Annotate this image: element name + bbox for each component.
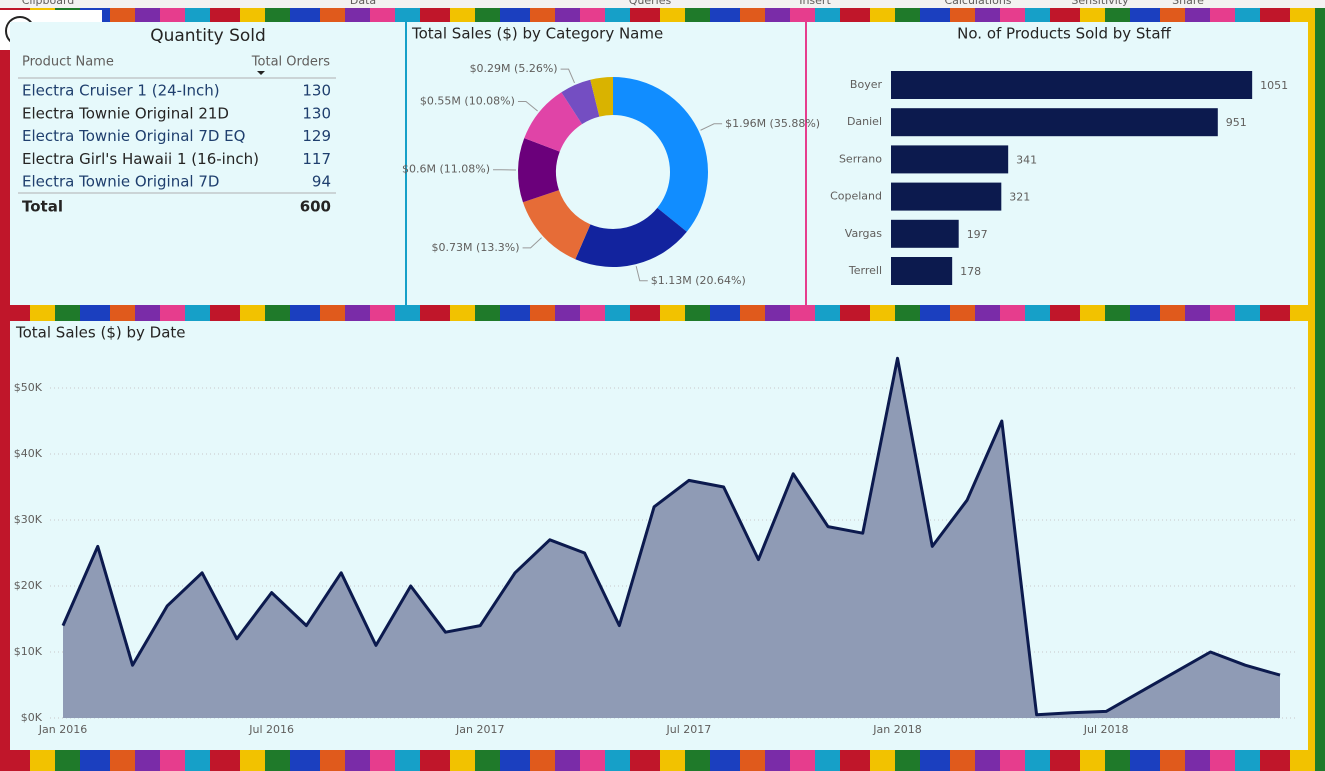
ribbon-label: Share [1172, 0, 1204, 7]
ribbon-label: Data [350, 0, 376, 7]
bar [891, 108, 1218, 137]
data-label: $0.29M (5.26%) [470, 62, 558, 75]
ribbon-label: Sensitivity [1071, 0, 1129, 7]
x-tick-label: Jan 2017 [455, 723, 504, 736]
table-panel [10, 22, 405, 305]
bar [891, 219, 959, 248]
product-name: Electra Cruiser 1 (24-Inch) [22, 82, 220, 100]
line [61, 356, 1281, 717]
chart-title: Total Sales ($) by Date [15, 324, 186, 342]
order-count: 117 [302, 150, 331, 168]
total-label: Total [22, 198, 63, 216]
data-label: $1.13M (20.64%) [651, 274, 746, 287]
data-label: $0.6M (11.08%) [402, 163, 490, 176]
sort-icon [257, 71, 265, 75]
leader-line [522, 237, 542, 249]
order-count: 130 [302, 104, 331, 122]
ribbon-label: Calculations [944, 0, 1011, 7]
donut-slice [518, 138, 560, 203]
y-tick-label: Boyer [850, 78, 883, 91]
x-tick-label: Jan 2018 [872, 723, 921, 736]
data-label: $1.96M (35.88%) [725, 117, 820, 130]
data-label: 197 [967, 228, 988, 241]
data-label: 951 [1226, 116, 1247, 129]
data-label: $0.55M (10.08%) [420, 95, 515, 108]
donut-slice [613, 77, 709, 232]
donut-slice [522, 190, 591, 260]
y-tick-label: $0K [21, 711, 43, 724]
product-name: Electra Townie Original 7D [22, 173, 219, 191]
bar [891, 71, 1253, 99]
y-tick-label: Vargas [845, 227, 882, 240]
product-name: Electra Girl's Hawaii 1 (16-inch) [22, 150, 259, 168]
product-name: Electra Townie Original 21D [22, 104, 229, 122]
order-count: 94 [312, 173, 331, 191]
x-tick-label: Jul 2016 [248, 723, 294, 736]
leader-line [700, 123, 723, 131]
donut-slice [524, 92, 583, 152]
column-header[interactable]: Total Orders [251, 55, 330, 70]
ribbon [0, 0, 1325, 8]
column-header[interactable]: Product Name [22, 55, 114, 70]
y-tick-label: Terrell [848, 264, 882, 277]
y-tick-label: $20K [14, 579, 43, 592]
x-tick-label: Jul 2018 [1083, 723, 1129, 736]
ribbon-label: Insert [799, 0, 831, 7]
order-count: 130 [302, 82, 331, 100]
y-tick-label: $40K [14, 447, 43, 460]
y-tick-label: Serrano [839, 152, 882, 165]
donut-slice [590, 77, 613, 117]
x-tick-label: Jan 2016 [38, 723, 87, 736]
leader-line [635, 266, 648, 282]
donut-slice [575, 207, 687, 267]
ribbon-label: Clipboard [22, 0, 75, 7]
leader-line [517, 101, 538, 112]
product-name: Electra Townie Original 7D EQ [22, 127, 245, 145]
data-label: 178 [960, 265, 981, 278]
ribbon-label: Queries [629, 0, 672, 7]
chart-title: No. of Products Sold by Staff [957, 25, 1171, 43]
data-label: 1051 [1260, 79, 1288, 92]
donut-slice [561, 79, 600, 125]
data-label: $0.73M (13.3%) [432, 241, 520, 254]
y-tick-label: Copeland [830, 190, 882, 203]
y-tick-label: $50K [14, 381, 43, 394]
y-tick-label: Daniel [847, 115, 882, 128]
bar-panel [807, 22, 1308, 305]
leader-line [560, 68, 575, 84]
total-value: 600 [300, 198, 331, 216]
y-tick-label: $30K [14, 513, 43, 526]
x-tick-label: Jul 2017 [666, 723, 712, 736]
bar [891, 145, 1009, 174]
data-label: 341 [1016, 153, 1037, 166]
chart-title: Total Sales ($) by Category Name [411, 25, 663, 43]
order-count: 129 [302, 127, 331, 145]
data-label: 321 [1009, 191, 1030, 204]
table-title: Quantity Sold [150, 26, 266, 46]
bar [891, 257, 953, 285]
y-tick-label: $10K [14, 645, 43, 658]
bar [891, 182, 1002, 211]
